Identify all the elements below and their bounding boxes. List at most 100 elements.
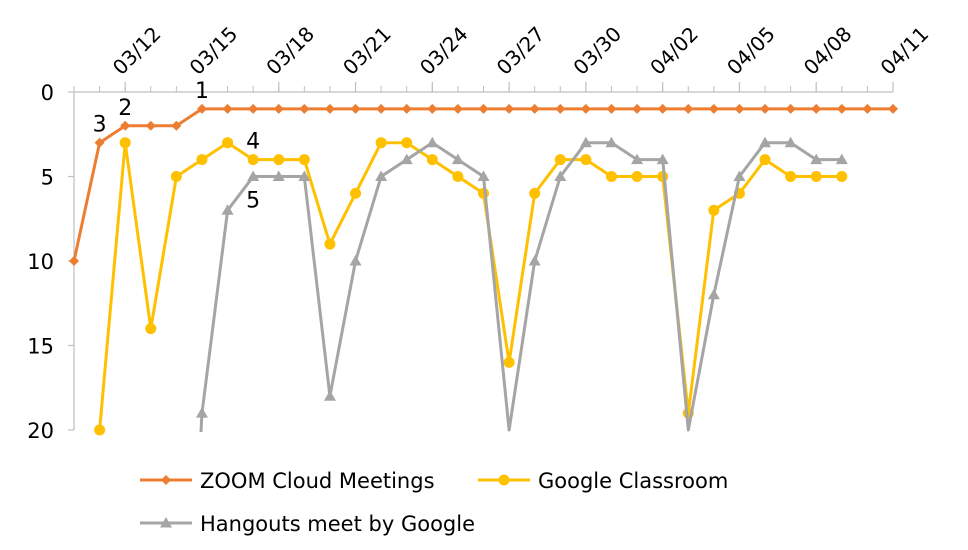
series-0-point: [683, 103, 694, 114]
series-0-point: [376, 103, 387, 114]
series-0-point: [888, 103, 898, 114]
series-0-point: [478, 103, 489, 114]
series-2-point: [631, 153, 644, 165]
series-1-point: [375, 137, 387, 149]
x-tick-label: 03/15: [185, 22, 243, 80]
series-1-point: [785, 171, 797, 182]
x-tick-label: 03/21: [338, 22, 396, 80]
series-1-point: [759, 154, 771, 166]
series-2-point: [221, 204, 234, 215]
series-0-point: [324, 103, 335, 114]
x-tick-label: 04/11: [876, 22, 934, 80]
series-2-point: [707, 288, 720, 300]
series-0-point: [401, 103, 412, 114]
series-2-point: [426, 136, 439, 148]
series-2-point: [810, 153, 823, 165]
legend-label: Hangouts meet by Google: [200, 512, 475, 536]
series-0-point: [580, 103, 591, 114]
series-1-point: [401, 137, 413, 149]
series-1-point: [324, 238, 336, 250]
series-2: [195, 136, 848, 433]
series-1-point: [350, 187, 362, 199]
series-2-point: [272, 170, 285, 181]
series-1-point: [196, 154, 208, 166]
series-0-point: [196, 103, 207, 114]
series-2-point: [656, 153, 669, 165]
series-0-point: [222, 103, 233, 114]
series-2-point: [579, 136, 592, 148]
series-0-point: [69, 256, 79, 266]
legend-label: Google Classroom: [538, 469, 728, 493]
series-0-point: [248, 103, 259, 114]
series-1-point: [708, 204, 720, 216]
series-0-point: [273, 103, 284, 114]
series-2-point: [784, 136, 797, 148]
series-0-point: [161, 475, 171, 485]
series-1-point: [170, 171, 182, 182]
legend-item-1: Google Classroom: [478, 469, 728, 493]
series-1-point: [503, 356, 515, 368]
series-2-point: [195, 407, 208, 418]
series-0: [69, 103, 898, 266]
series-0-point: [811, 103, 822, 114]
series-1-point: [529, 187, 541, 199]
rank-annotation: 4: [246, 130, 260, 155]
series-2-point: [733, 170, 746, 181]
series-1-point: [452, 171, 464, 182]
series-1-point: [222, 137, 234, 149]
rank-annotation: 2: [118, 96, 132, 121]
series-1-point: [836, 171, 848, 182]
series-1-point: [298, 154, 310, 166]
rank-annotation: 5: [246, 189, 260, 214]
series-2-point: [528, 255, 541, 266]
series-0-point: [504, 103, 515, 114]
series-1-point: [810, 171, 822, 182]
series-1-point: [247, 154, 259, 166]
x-tick-label: 04/05: [722, 22, 780, 80]
series-0-point: [427, 103, 438, 114]
series-2-point: [759, 136, 772, 148]
series-1-point: [605, 171, 617, 182]
series-1-line: [98, 141, 842, 431]
x-tick-label: 03/27: [492, 22, 550, 80]
series-1-point: [94, 424, 106, 436]
series-0-point: [632, 103, 643, 114]
legend-item-0: ZOOM Cloud Meetings: [140, 469, 435, 493]
rank-annotation: 1: [195, 79, 209, 104]
series-2-line: [200, 141, 842, 432]
series-0-point: [760, 103, 771, 114]
series-1-point: [145, 323, 157, 335]
series-2-point: [323, 390, 336, 401]
series-1-point: [554, 154, 566, 166]
series-1-point: [426, 154, 438, 166]
x-tick-label: 03/30: [568, 22, 626, 80]
x-tick-label: 03/18: [261, 22, 319, 80]
series-0-point: [657, 103, 668, 114]
series-0-point: [120, 120, 131, 131]
y-tick-label: 15: [27, 335, 54, 359]
series-layer: [69, 103, 898, 436]
series-1-point: [580, 154, 592, 166]
legend-label: ZOOM Cloud Meetings: [200, 469, 435, 493]
series-2-point: [375, 170, 388, 181]
series-1-point: [631, 171, 643, 182]
series-0-point: [785, 103, 796, 114]
series-2-point: [554, 170, 567, 181]
series-1: [94, 137, 848, 436]
series-0-point: [555, 103, 566, 114]
series-2-point: [451, 153, 464, 165]
series-0-point: [299, 103, 310, 114]
x-tick-label: 04/08: [799, 22, 857, 80]
y-tick-label: 20: [27, 419, 54, 443]
series-1-point: [498, 474, 510, 486]
y-tick-label: 0: [41, 81, 54, 105]
series-0-point: [452, 103, 463, 114]
x-tick-label: 04/02: [645, 22, 703, 80]
rank-annotation: 3: [93, 113, 107, 138]
series-2-point: [160, 517, 172, 528]
series-0-point: [94, 137, 105, 148]
